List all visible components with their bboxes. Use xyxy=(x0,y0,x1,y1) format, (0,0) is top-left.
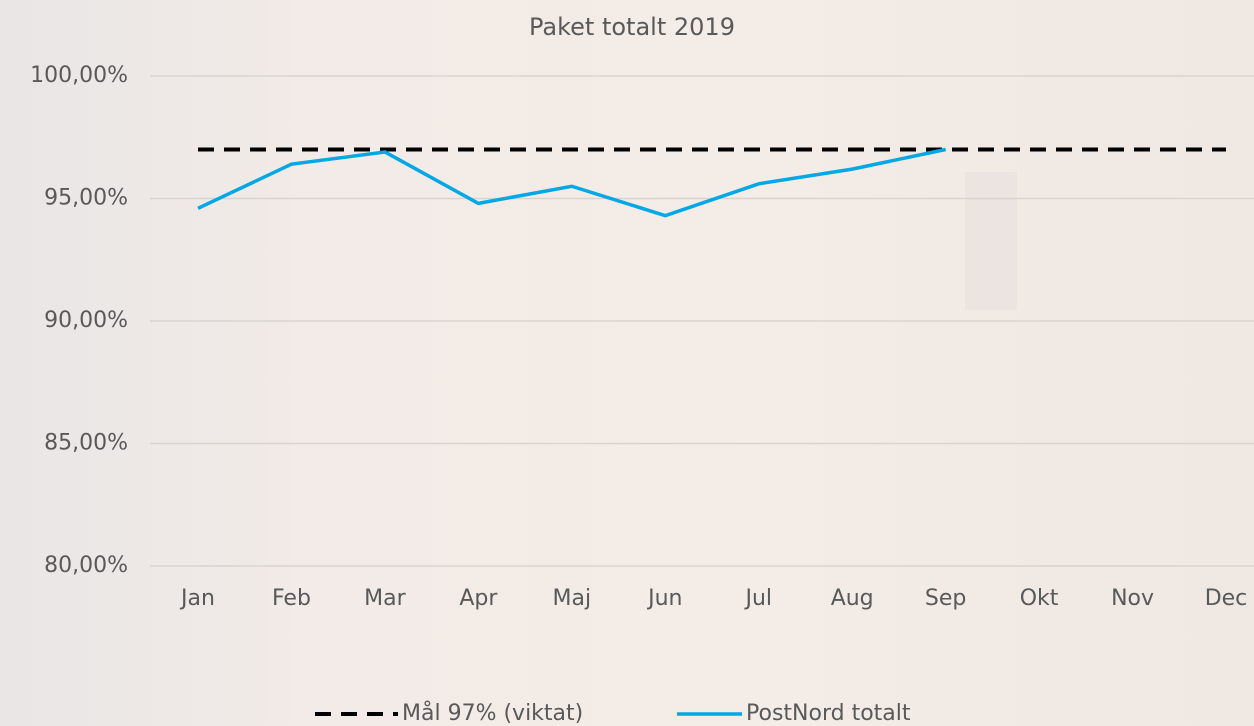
y-tick-label: 80,00% xyxy=(44,553,128,578)
y-tick-label: 85,00% xyxy=(44,431,128,456)
x-tick-label: Okt xyxy=(1020,586,1059,611)
x-tick-label: Maj xyxy=(553,586,592,611)
x-tick-label: Feb xyxy=(272,586,311,611)
x-tick-label: Nov xyxy=(1111,586,1154,611)
legend-label: PostNord totalt xyxy=(746,701,911,726)
x-tick-label: Aug xyxy=(831,586,874,611)
x-tick-label: Sep xyxy=(925,586,966,611)
x-tick-label: Jun xyxy=(646,586,682,611)
y-tick-label: 95,00% xyxy=(44,186,128,211)
chart-title: Paket totalt 2019 xyxy=(529,13,735,41)
series-line xyxy=(197,147,946,218)
background-shape xyxy=(965,172,1017,310)
x-tick-label: Mar xyxy=(364,586,406,611)
y-tick-label: 90,00% xyxy=(44,308,128,333)
legend-label: Mål 97% (viktat) xyxy=(402,700,583,726)
x-tick-label: Dec xyxy=(1205,586,1248,611)
x-tick-label: Apr xyxy=(459,586,498,611)
x-tick-label: Jul xyxy=(743,586,772,611)
x-tick-label: Jan xyxy=(179,586,215,611)
y-tick-label: 100,00% xyxy=(30,63,128,88)
